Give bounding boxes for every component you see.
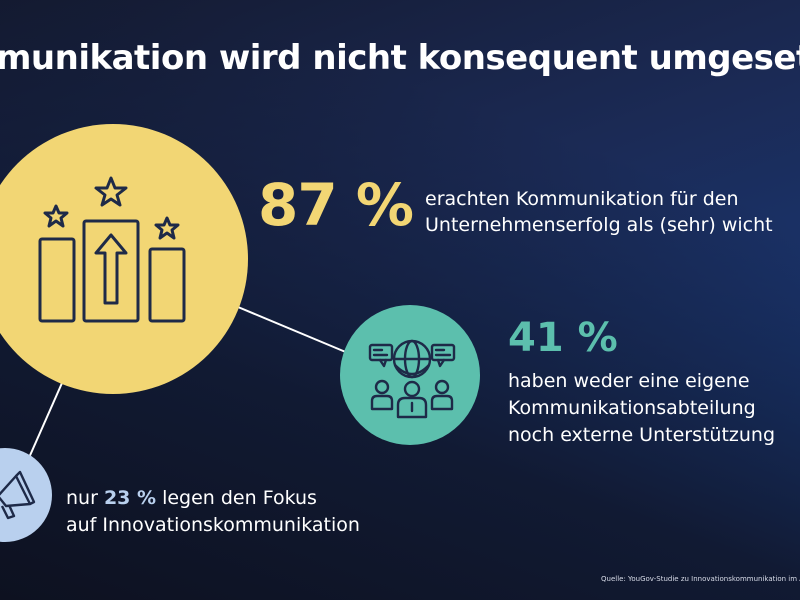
stat-23-line1: nur 23 % legen den Fokus — [66, 485, 360, 512]
page-title: munikation wird nicht konsequent umgeset… — [0, 38, 800, 78]
stat-87-description: erachten Kommunikation für den Unternehm… — [425, 186, 773, 238]
stat-23-line2: auf Innovationskommunikation — [66, 514, 360, 536]
stat-23-suffix: legen den Fokus — [156, 487, 317, 509]
source-citation: Quelle: YouGov-Studie zu Innovationskomm… — [601, 575, 800, 583]
stat-41-value: 41 % — [508, 315, 618, 361]
stat-41-line2: Kommunikationsabteilung — [508, 397, 756, 419]
stat-41-line3: noch externe Unterstützung — [508, 424, 776, 446]
stat-41-line1: haben weder eine eigene — [508, 370, 750, 392]
stat-87-line2: Unternehmenserfolg als (sehr) wicht — [425, 214, 773, 236]
stat-23-value: 23 % — [103, 487, 157, 509]
stat-87-value: 87 % — [258, 171, 414, 239]
megaphone-icon — [0, 470, 36, 520]
stat-23-prefix: nur — [66, 487, 104, 509]
podium-stars-arrow-icon — [38, 176, 186, 323]
stat-23-description: nur 23 % legen den Fokus auf Innovations… — [66, 485, 360, 539]
stat-87-line1: erachten Kommunikation für den — [425, 188, 739, 210]
global-team-chat-icon — [368, 339, 456, 419]
stat-41-description: haben weder eine eigene Kommunikationsab… — [508, 368, 775, 449]
